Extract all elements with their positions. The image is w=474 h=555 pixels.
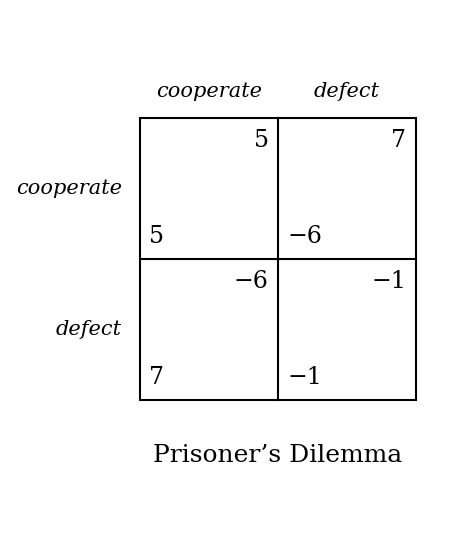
Text: defect: defect bbox=[56, 320, 122, 339]
Text: 5: 5 bbox=[149, 225, 164, 248]
Text: defect: defect bbox=[314, 82, 380, 101]
Text: 7: 7 bbox=[149, 366, 164, 389]
Text: −1: −1 bbox=[372, 270, 406, 292]
Bar bbox=[140, 118, 416, 400]
Text: −6: −6 bbox=[234, 270, 269, 292]
Text: cooperate: cooperate bbox=[156, 82, 262, 101]
Text: −1: −1 bbox=[287, 366, 322, 389]
Text: 7: 7 bbox=[392, 129, 406, 152]
Text: Prisoner’s Dilemma: Prisoner’s Dilemma bbox=[153, 444, 402, 467]
Text: −6: −6 bbox=[287, 225, 322, 248]
Text: cooperate: cooperate bbox=[16, 179, 122, 198]
Text: 5: 5 bbox=[254, 129, 269, 152]
